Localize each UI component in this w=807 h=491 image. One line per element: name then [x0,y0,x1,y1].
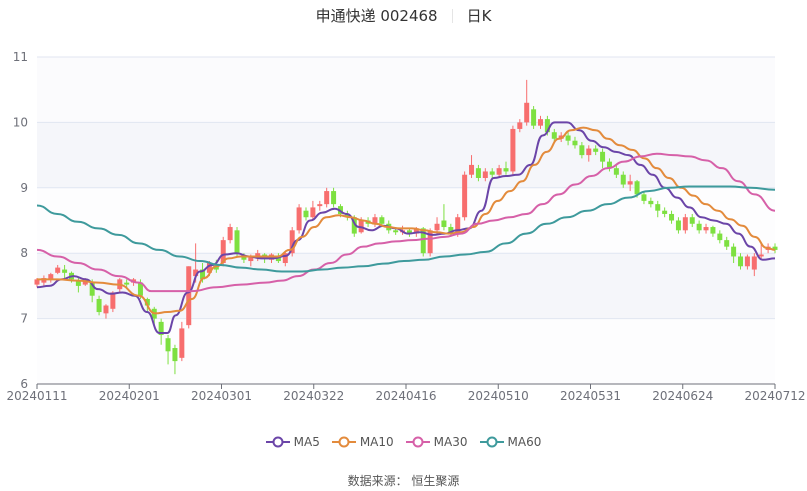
legend-item-ma5[interactable]: MA5 [265,435,320,449]
y-axis: 6 7 8 9 10 11 [13,50,28,391]
ma-lines [36,121,776,334]
legend-item-ma30[interactable]: MA30 [405,435,468,449]
svg-text:20240531: 20240531 [560,389,621,403]
svg-text:6: 6 [20,377,28,391]
x-axis: 20240111 20240201 20240301 20240322 20240416… [6,383,806,403]
svg-text:20240416: 20240416 [375,389,436,403]
legend-item-ma60[interactable]: MA60 [479,435,542,449]
legend-label: MA10 [359,435,394,449]
ma30-legend-icon [405,436,430,448]
svg-text:20240201: 20240201 [99,389,160,403]
svg-text:7: 7 [20,312,28,326]
svg-text:20240510: 20240510 [468,389,529,403]
svg-text:20240301: 20240301 [191,389,252,403]
chart-title: 申通快递 002468 日K [0,5,807,26]
legend-label: MA60 [507,435,542,449]
ma10-legend-icon [331,436,356,448]
data-source: 数据来源： 恒生聚源 [347,474,460,488]
svg-text:8: 8 [20,246,28,260]
candles [34,79,778,375]
title-separator [451,9,453,23]
svg-text:11: 11 [13,50,28,64]
stock-name: 申通快递 002468 [315,7,438,25]
svg-text:9: 9 [20,181,28,195]
svg-text:20240111: 20240111 [6,389,67,403]
ma60-legend-icon [479,436,504,448]
legend-item-ma10[interactable]: MA10 [331,435,394,449]
ma5-legend-icon [265,436,290,448]
grid-lines [37,56,775,320]
svg-text:20240624: 20240624 [652,389,713,403]
svg-text:10: 10 [13,115,28,129]
period-label[interactable]: 日K [466,7,492,25]
legend: MA5 MA10 MA30 MA60 [0,435,807,449]
plot-bands [37,57,775,384]
svg-text:20240712: 20240712 [744,389,805,403]
legend-label: MA5 [293,435,320,449]
svg-text:20240322: 20240322 [283,389,344,403]
legend-label: MA30 [433,435,468,449]
